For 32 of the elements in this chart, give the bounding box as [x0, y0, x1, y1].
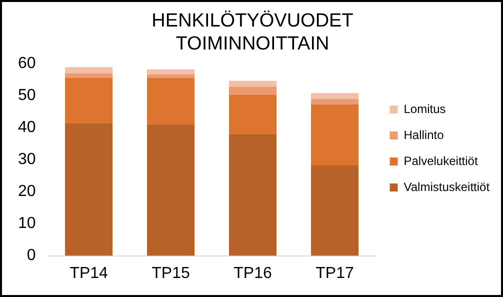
legend-label: Valmistuskeittiöt	[404, 180, 490, 194]
bar	[65, 78, 113, 124]
legend-label: Hallinto	[404, 128, 444, 142]
y-tick-label: 20	[18, 183, 36, 200]
bar	[228, 86, 277, 95]
bar	[310, 165, 359, 256]
legend-label: Palvelukeittiöt	[404, 154, 478, 168]
bar	[147, 124, 195, 256]
y-tick-label: 30	[18, 151, 36, 168]
bar	[310, 98, 359, 104]
x-tick-label: TP17	[316, 264, 354, 282]
y-tick-label: 60	[18, 55, 36, 72]
bar	[228, 94, 277, 134]
y-tick-label: 10	[18, 215, 36, 232]
y-tick-label: 40	[18, 119, 36, 136]
bar	[65, 73, 113, 78]
bar	[65, 123, 113, 256]
legend-label: Lomitus	[404, 102, 446, 116]
bar	[310, 93, 359, 99]
y-tick-label: 0	[26, 247, 36, 264]
bar	[310, 104, 359, 166]
x-tick-label: TP14	[70, 264, 108, 282]
chart-title: HENKILÖTYÖVUODET TOIMINNOITTAIN	[152, 10, 354, 54]
x-tick-label: TP16	[234, 264, 272, 282]
x-tick-label: TP15	[152, 264, 190, 282]
bar	[228, 134, 277, 256]
bar	[147, 69, 195, 74]
bar	[228, 80, 277, 87]
bar	[147, 78, 195, 124]
bar	[147, 74, 195, 78]
y-tick-label: 50	[18, 87, 36, 104]
bar	[65, 67, 113, 74]
